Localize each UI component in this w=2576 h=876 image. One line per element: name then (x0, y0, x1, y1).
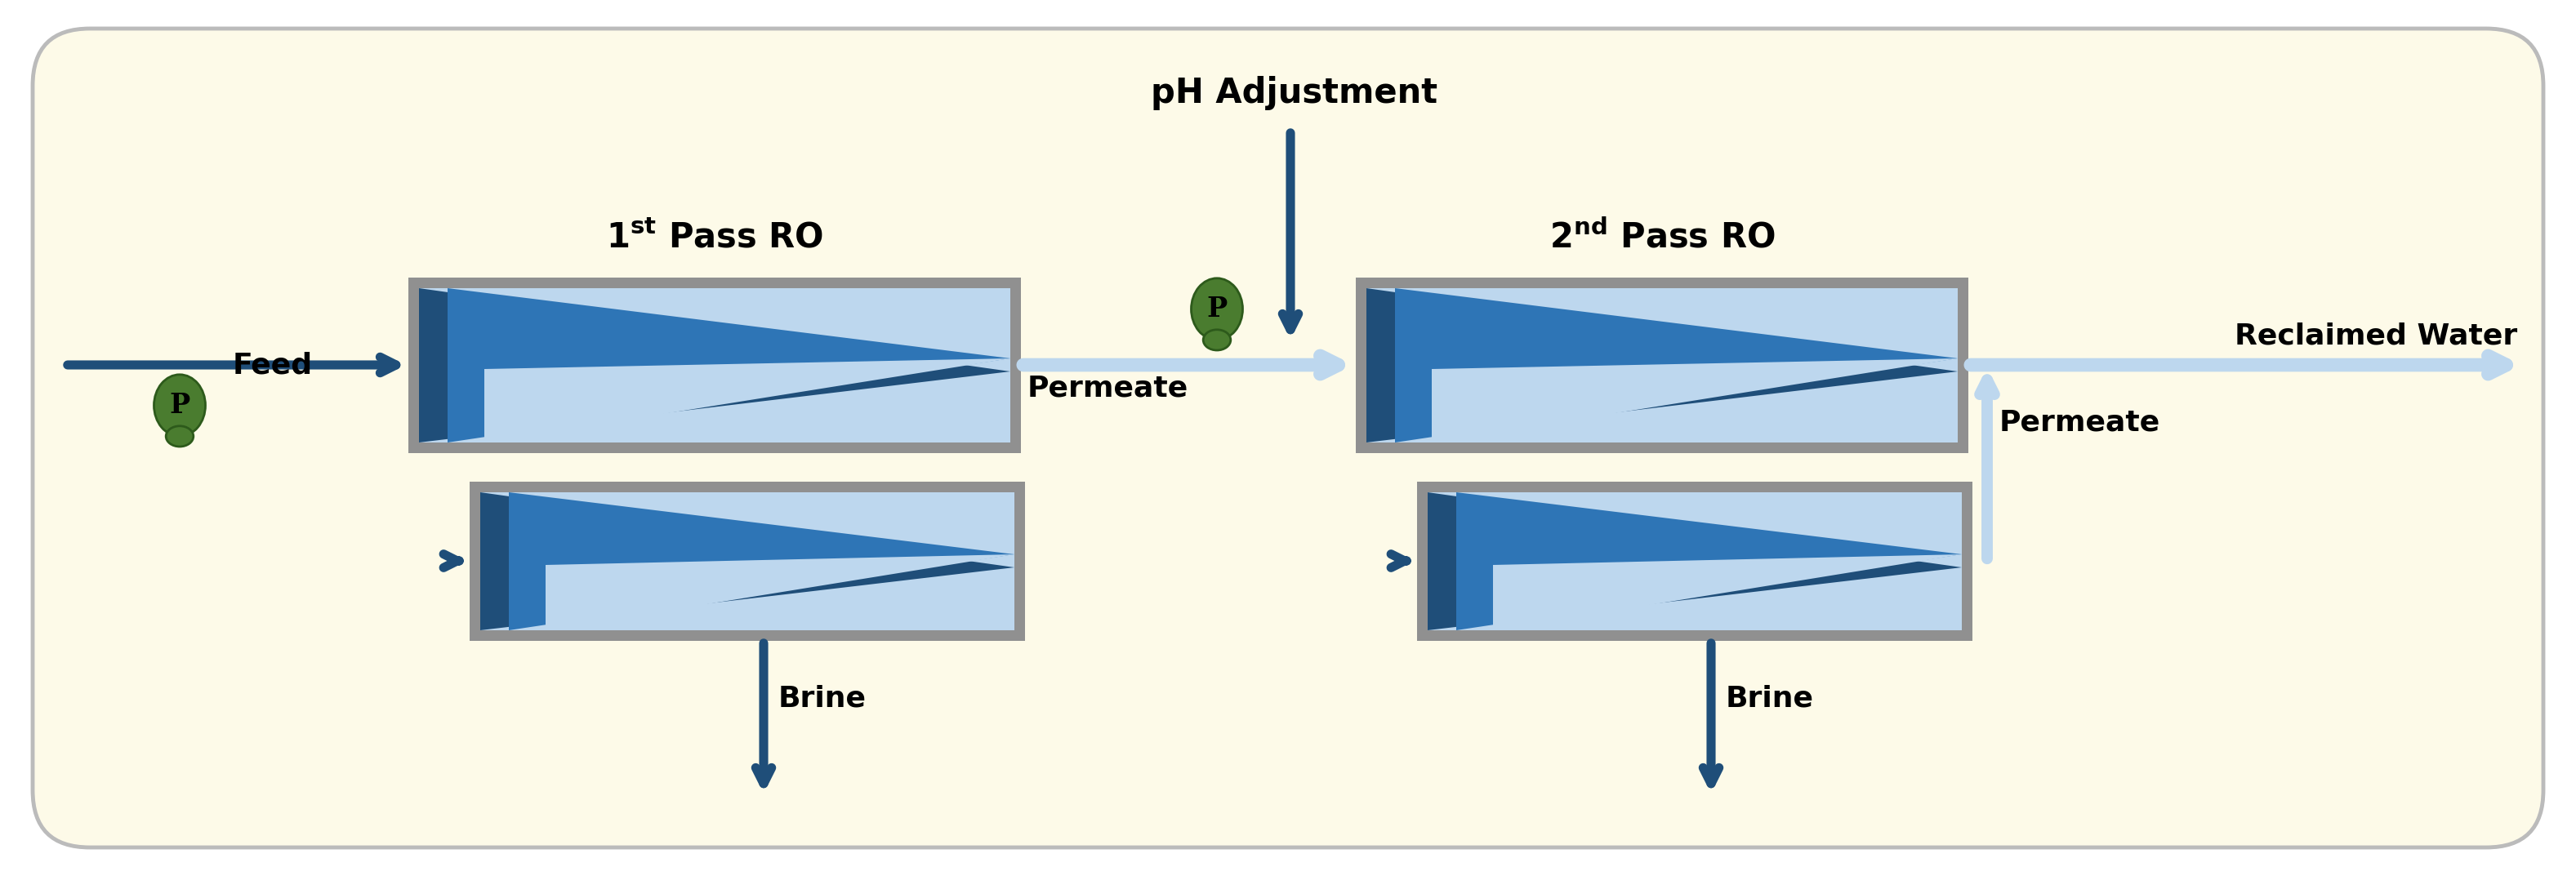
Bar (420, 288, 1010, 442)
Bar (1355, 278, 1968, 453)
Bar (1365, 288, 1958, 442)
Text: Permeate: Permeate (1999, 408, 2161, 436)
FancyBboxPatch shape (33, 29, 2543, 847)
Bar (1417, 482, 1973, 641)
Polygon shape (1427, 492, 1963, 630)
Polygon shape (448, 288, 1010, 442)
Text: Feed: Feed (232, 351, 312, 378)
Text: pH Adjustment: pH Adjustment (1151, 76, 1437, 110)
Text: Permeate: Permeate (1028, 375, 1188, 402)
Polygon shape (1455, 492, 1963, 630)
Polygon shape (479, 492, 1015, 630)
Polygon shape (484, 358, 1010, 442)
Ellipse shape (165, 426, 193, 447)
Text: 2$^{\mathbf{nd}}$ Pass RO: 2$^{\mathbf{nd}}$ Pass RO (1548, 220, 1775, 255)
Text: Reclaimed Water: Reclaimed Water (2233, 322, 2517, 350)
Polygon shape (546, 555, 1015, 630)
Polygon shape (1494, 555, 1963, 630)
Ellipse shape (155, 375, 206, 436)
Polygon shape (1365, 288, 1958, 442)
Polygon shape (1396, 288, 1958, 442)
Ellipse shape (1203, 329, 1231, 350)
Text: P: P (170, 392, 191, 419)
Polygon shape (510, 492, 1015, 630)
Text: P: P (1206, 295, 1226, 322)
Ellipse shape (1190, 279, 1242, 340)
Polygon shape (1432, 358, 1958, 442)
Bar (469, 482, 1025, 641)
Bar (1427, 492, 1963, 630)
Bar (410, 278, 1020, 453)
Text: Brine: Brine (1726, 684, 1814, 712)
Text: 1$^{\mathbf{st}}$ Pass RO: 1$^{\mathbf{st}}$ Pass RO (605, 221, 824, 255)
Text: Brine: Brine (778, 684, 866, 712)
Polygon shape (420, 288, 1010, 442)
Bar (479, 492, 1015, 630)
